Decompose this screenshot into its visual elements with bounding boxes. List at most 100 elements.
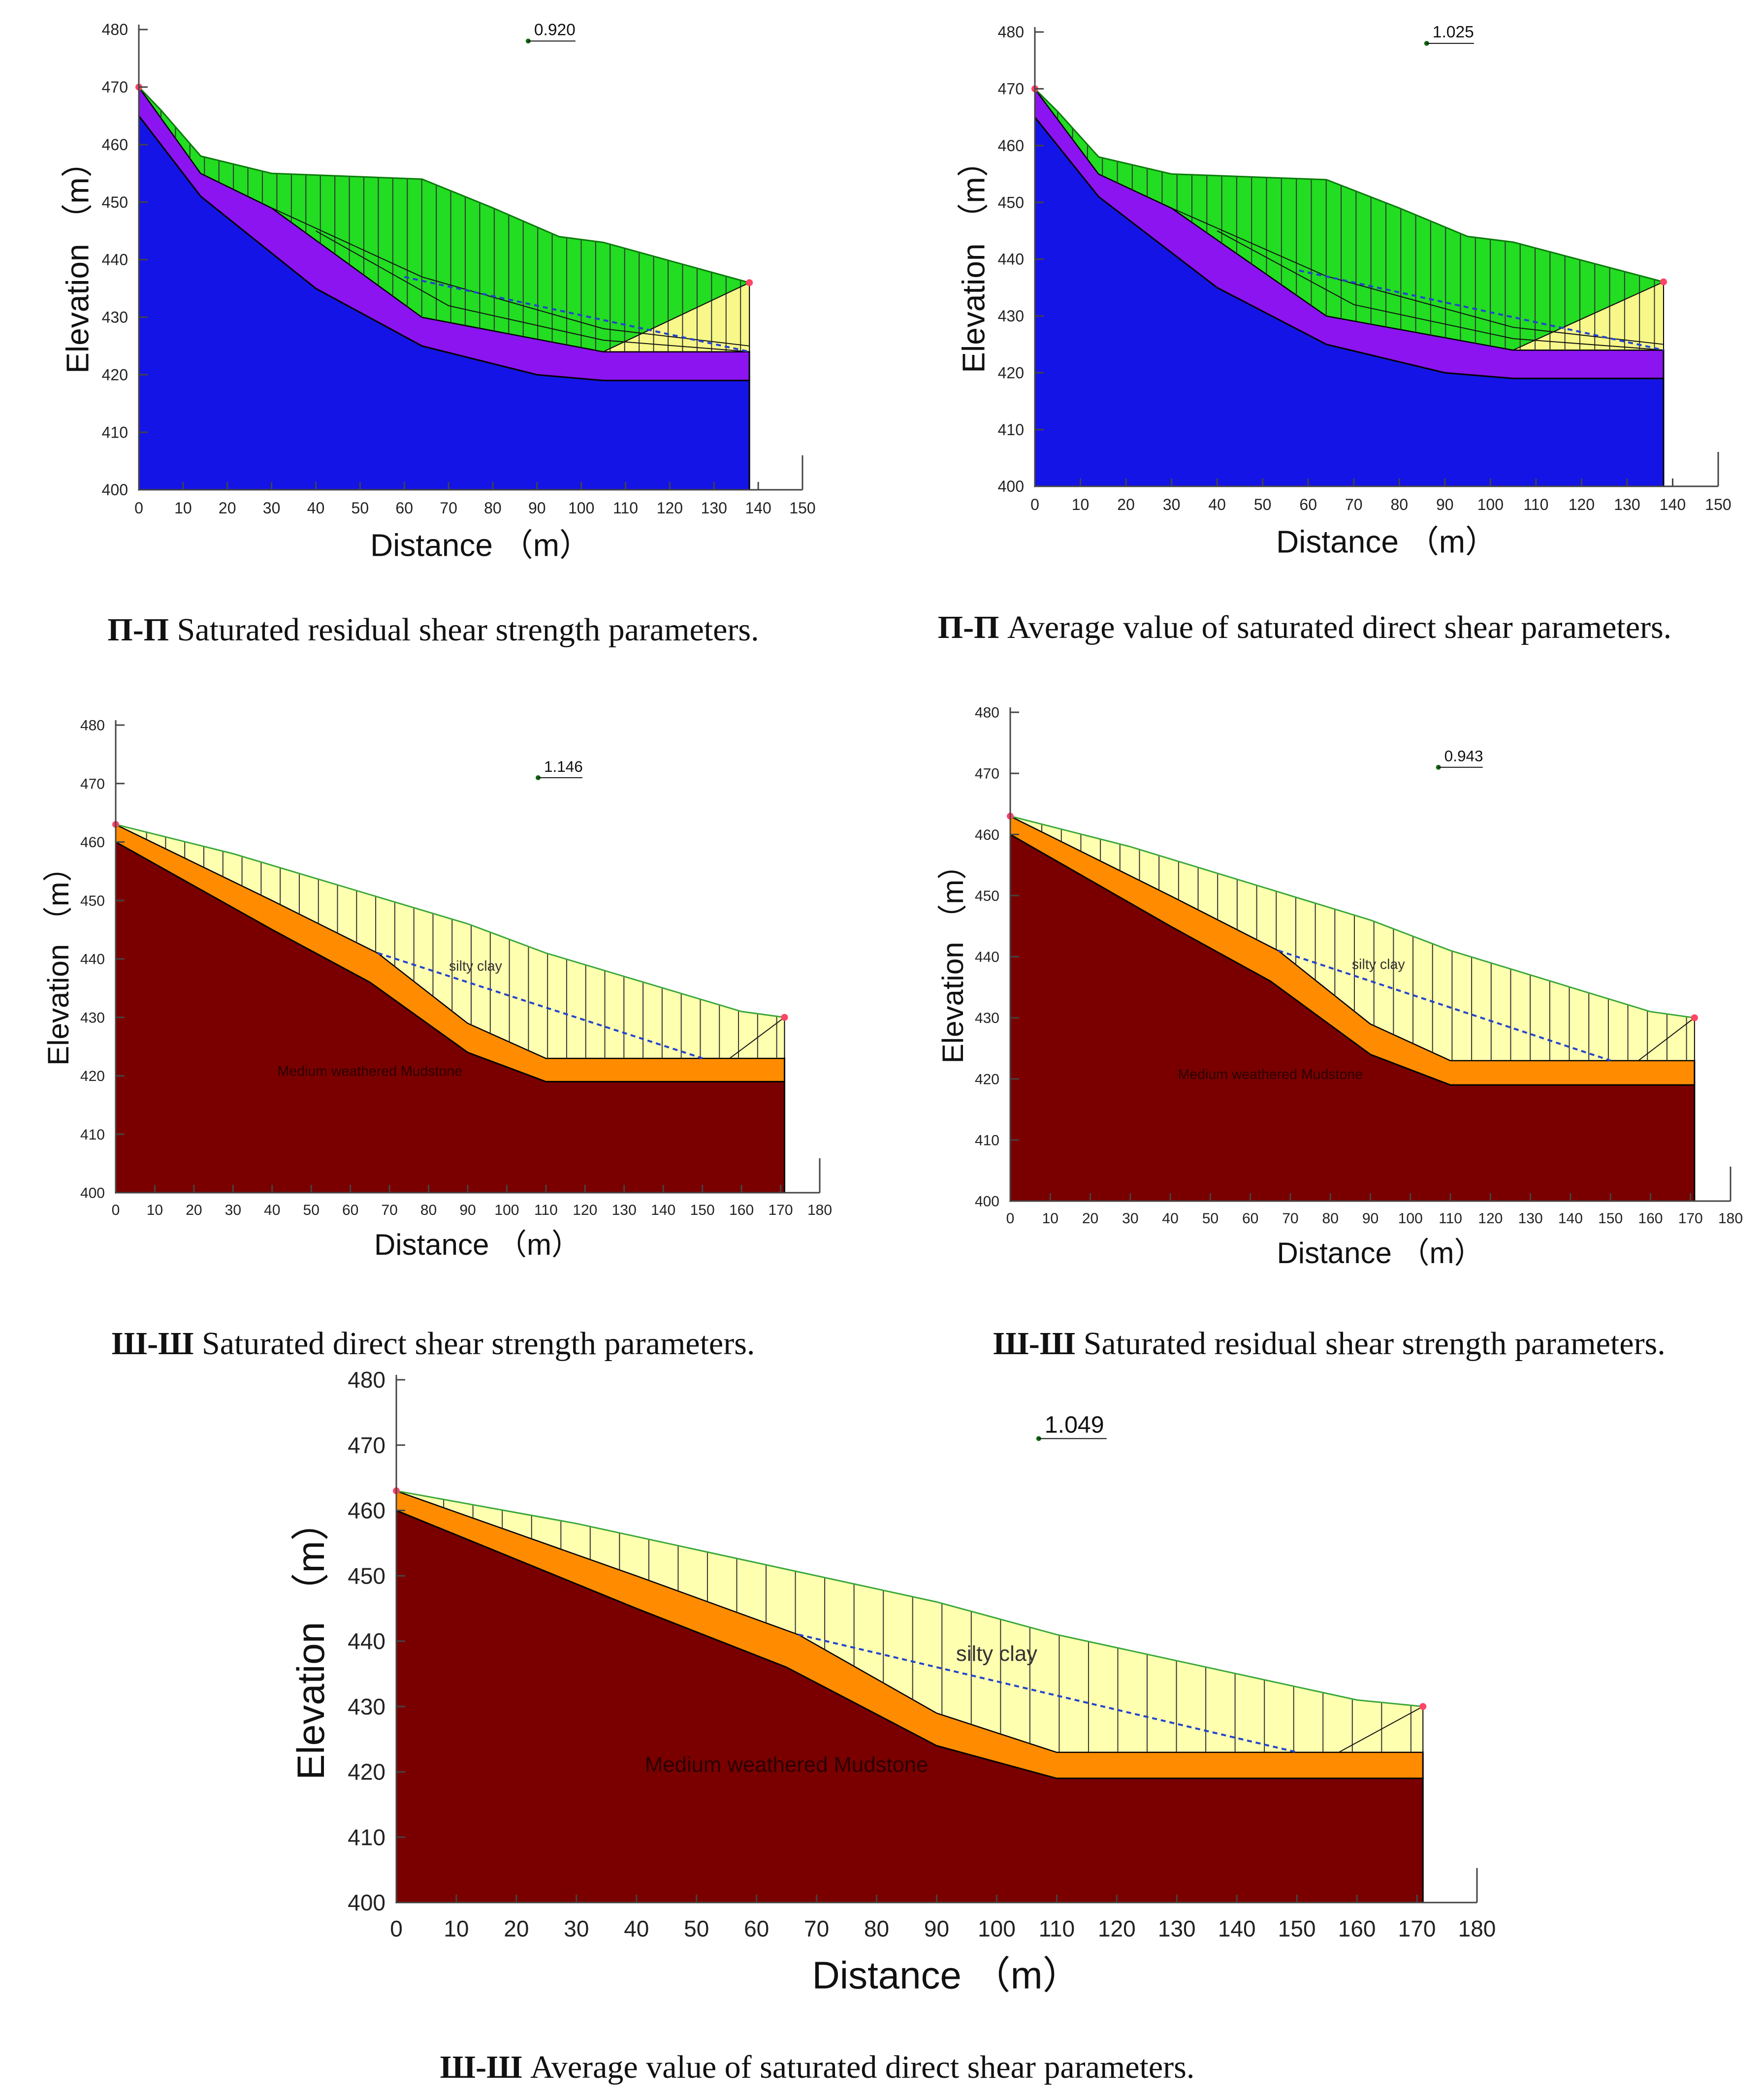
region-label: silty clay — [449, 958, 502, 974]
caption-sh-average: Ш-Ш Average value of saturated direct sh… — [246, 2043, 1388, 2092]
x-tick-label: 50 — [1202, 1210, 1219, 1227]
x-tick-label: 20 — [504, 1916, 529, 1941]
x-tick-label: 10 — [1072, 496, 1090, 513]
x-axis-title: Distance （m） — [370, 527, 591, 563]
critical-slip-line — [1299, 269, 1664, 351]
factor-of-safety: 0.920 — [534, 21, 576, 39]
y-axis-title: Elevation （m） — [956, 145, 992, 373]
y-tick-label: 450 — [102, 193, 128, 211]
x-tick-label: 60 — [342, 1202, 358, 1218]
x-tick-label: 60 — [1242, 1210, 1258, 1227]
x-tick-label: 100 — [568, 499, 594, 517]
x-tick-label: 150 — [690, 1202, 715, 1218]
y-tick-label: 420 — [102, 366, 128, 383]
x-tick-label: 160 — [1338, 1916, 1376, 1941]
y-tick-label: 430 — [102, 309, 128, 326]
toe-marker — [1419, 1703, 1427, 1710]
x-tick-label: 30 — [564, 1916, 589, 1941]
x-tick-label: 130 — [1614, 496, 1640, 513]
y-tick-label: 430 — [80, 1010, 105, 1026]
slice-lines — [1057, 111, 1655, 350]
caption-text: Average value of saturated direct shear … — [1007, 609, 1672, 645]
x-tick-label: 60 — [1299, 496, 1317, 513]
y-tick-label: 430 — [975, 1010, 999, 1026]
x-tick-label: 10 — [174, 499, 192, 517]
y-tick-label: 410 — [975, 1132, 999, 1148]
y-tick-label: 400 — [348, 1890, 385, 1915]
x-tick-label: 140 — [1558, 1210, 1583, 1227]
y-tick-label: 460 — [998, 137, 1024, 155]
critical-slip-line — [798, 1633, 1297, 1753]
panel-sh-direct: 400 410 420 430 440 450 460 470 480 0 10 20 30 40 50 60… — [0, 704, 881, 1393]
caption-pi-average: Π-Π Average value of saturated direct sh… — [935, 603, 1674, 652]
x-tick-label: 30 — [225, 1202, 241, 1218]
x-tick-label: 140 — [745, 499, 771, 517]
x-tick-label: 70 — [1282, 1210, 1298, 1227]
x-tick-label: 110 — [534, 1202, 558, 1218]
x-tick-label: 80 — [864, 1916, 889, 1941]
y-axis-title: Elevation （m） — [60, 146, 96, 373]
chart-sh-residual: 400 410 420 430 440 450 460 470 480 0 10 20 30 40 50 60… — [936, 705, 1743, 1270]
y-axis-title: Elevation （m） — [42, 852, 75, 1065]
x-tick-label: 70 — [381, 1202, 397, 1218]
y-tick-label: 450 — [80, 893, 105, 909]
caption-sh-direct: Ш-Ш Saturated direct shear strength para… — [0, 1319, 866, 1368]
panel-sh-residual: 400 410 420 430 440 450 460 470 480 0 10 20 30 40 50 60… — [896, 689, 1763, 1393]
x-tick-label: 100 — [978, 1916, 1016, 1941]
region-label: Medium weathered Mudstone — [645, 1753, 929, 1777]
x-tick-label: 150 — [1278, 1916, 1316, 1941]
toe-marker — [1691, 1014, 1698, 1021]
x-tick-label: 150 — [1705, 496, 1731, 513]
panel-pi-average: 400 410 420 430 440 450 460 470 480 0 10 20 30 40 50 60… — [896, 0, 1763, 709]
y-tick-label: 460 — [348, 1498, 385, 1524]
x-tick-label: 110 — [1523, 496, 1548, 513]
caption-text: Saturated direct shear strength paramete… — [202, 1326, 755, 1362]
x-tick-label: 100 — [1477, 496, 1504, 513]
x-tick-label: 0 — [390, 1916, 403, 1941]
x-tick-label: 170 — [769, 1202, 793, 1218]
y-tick-label: 420 — [80, 1068, 105, 1084]
x-tick-label: 100 — [494, 1202, 519, 1218]
x-tick-label: 120 — [1569, 496, 1595, 513]
x-tick-label: 60 — [395, 499, 413, 517]
y-tick-label: 410 — [102, 423, 128, 441]
y-tick-label: 400 — [975, 1194, 999, 1210]
caption-text: Average value of saturated direct shear … — [530, 2049, 1195, 2085]
x-tick-label: 80 — [420, 1202, 437, 1218]
y-axis-title: Elevation （m） — [289, 1502, 332, 1780]
x-tick-label: 110 — [1439, 1210, 1462, 1227]
x-tick-label: 130 — [701, 499, 727, 517]
x-tick-label: 30 — [1163, 496, 1181, 513]
x-tick-label: 160 — [1638, 1210, 1663, 1227]
y-tick-label: 420 — [975, 1071, 999, 1087]
trial-slip-surface — [1217, 230, 1664, 351]
x-tick-label: 170 — [1398, 1916, 1436, 1941]
slice-lines — [443, 1499, 1411, 1752]
x-tick-label: 50 — [1254, 496, 1272, 513]
x-tick-label: 90 — [459, 1202, 476, 1218]
y-tick-label: 460 — [102, 136, 128, 154]
ground-surface-line — [1010, 815, 1695, 1019]
caption-sh-residual: Ш-Ш Saturated residual shear strength pa… — [896, 1319, 1763, 1368]
x-tick-label: 130 — [1158, 1916, 1196, 1941]
y-tick-label: 470 — [975, 766, 999, 782]
x-tick-label: 180 — [1458, 1916, 1496, 1941]
x-tick-label: 120 — [657, 499, 683, 517]
x-tick-label: 120 — [1098, 1916, 1136, 1941]
caption-pi-residual: Π-Π Saturated residual shear strength pa… — [0, 605, 866, 655]
caption-section-label: Π-Π — [937, 609, 999, 645]
y-tick-label: 480 — [348, 1367, 385, 1393]
y-tick-label: 410 — [998, 421, 1024, 439]
y-tick-label: 440 — [80, 952, 105, 968]
x-tick-label: 170 — [1678, 1210, 1703, 1227]
x-tick-label: 90 — [924, 1916, 949, 1941]
x-tick-label: 30 — [1122, 1210, 1138, 1227]
y-tick-label: 460 — [975, 827, 999, 843]
y-tick-label: 480 — [80, 718, 105, 734]
ground-surface-line — [396, 1490, 1423, 1708]
ground-surface-line — [1034, 88, 1664, 283]
y-axis-title: Elevation （m） — [936, 850, 969, 1063]
chart-sh-direct: 400 410 420 430 440 450 460 470 480 0 10 20 30 40 50 60… — [42, 718, 832, 1262]
y-tick-label: 420 — [998, 364, 1024, 381]
factor-of-safety: 1.049 — [1045, 1411, 1104, 1438]
